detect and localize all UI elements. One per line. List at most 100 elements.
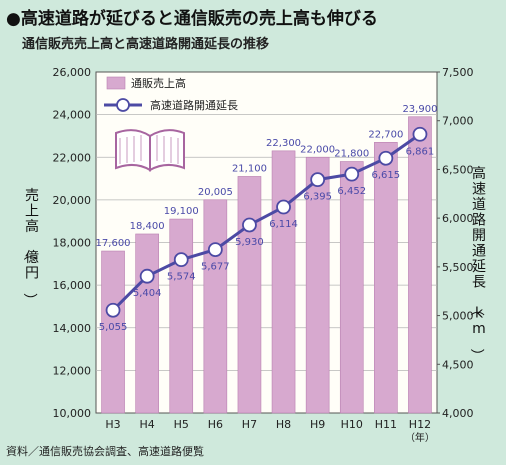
- y-left-tick-label: 24,000: [53, 109, 92, 122]
- y-right-tick-label: 6,000: [442, 212, 474, 225]
- line-value-label: 6,395: [303, 192, 332, 203]
- line-point-H4: [139, 268, 155, 284]
- open-book-icon: [115, 129, 185, 172]
- y-left-tick-label: 14,000: [53, 322, 92, 335]
- y-right-tick-label: 5,000: [442, 310, 474, 323]
- axis-label-char: 上: [25, 204, 39, 220]
- x-tick-label: H3: [105, 418, 120, 431]
- axis-label-char: 円: [25, 266, 39, 282]
- y-left-tick-label: 20,000: [53, 194, 92, 207]
- book-right-page: [149, 129, 185, 172]
- line-point-H8: [276, 199, 291, 215]
- axis-label-char: 通: [472, 244, 486, 260]
- bar-value-label: 17,600: [96, 238, 131, 249]
- book-left-page: [115, 129, 151, 172]
- line-series-path: [111, 133, 421, 312]
- line-point-H12: [412, 126, 428, 142]
- y-left-tick-label: 10,000: [53, 407, 92, 420]
- bar-H7: [237, 176, 262, 414]
- x-tick-label: H12: [409, 418, 431, 431]
- legend-bar-swatch: [106, 76, 126, 90]
- line-value-label: 5,055: [99, 322, 128, 333]
- line-point-H7: [242, 217, 257, 233]
- y-left-tick-label: 26,000: [53, 66, 92, 79]
- axis-label-char: 高: [25, 218, 39, 235]
- axis-label-char: 道: [472, 197, 486, 213]
- bar-H8: [271, 150, 296, 414]
- y-left-tick-label: 18,000: [53, 237, 92, 250]
- bar-H3: [101, 250, 125, 414]
- chart-title: ●高速道路が延びると通信販売の売上高も伸びる: [6, 9, 378, 29]
- line-point-H9: [310, 172, 326, 188]
- line-value-label: 6,452: [337, 186, 366, 197]
- bar-value-label: 21,800: [334, 149, 369, 160]
- y-right-axis-title: 高速道路開通延長 （k m ）: [468, 165, 486, 363]
- axis-label-char: ）: [21, 293, 37, 307]
- y-right-tick-label: 5,500: [442, 261, 474, 274]
- axis-label-char: 路: [472, 213, 486, 229]
- bar-value-label: 19,100: [164, 206, 199, 217]
- source-note: 資料／通信販売協会調査、高速道路便覧: [6, 445, 204, 458]
- line-value-label: 6,114: [269, 219, 298, 230]
- bar-H12: [408, 116, 432, 414]
- y-right-tick-label: 6,500: [442, 163, 474, 176]
- x-tick-label: H5: [174, 418, 189, 431]
- y-right-tick-label: 7,500: [442, 66, 474, 79]
- line-value-label: 5,930: [235, 237, 264, 248]
- axis-label-char: 高: [472, 165, 486, 182]
- x-tick-label: H11: [375, 418, 397, 431]
- bar-value-label: 18,400: [130, 221, 165, 232]
- axis-label-char: 開: [472, 228, 486, 244]
- legend-bar-label: 通販売上高: [131, 76, 186, 90]
- axis-label-char: m: [472, 321, 486, 337]
- x-tick-label: H4: [140, 418, 155, 431]
- bar-value-label: 22,300: [266, 138, 301, 149]
- x-tick-label: H7: [242, 418, 257, 431]
- line-point-H6: [207, 242, 223, 258]
- bar-H9: [305, 156, 330, 414]
- x-tick-label: H9: [310, 418, 325, 431]
- line-point-H3: [105, 302, 121, 318]
- bar-H5: [169, 218, 194, 414]
- x-unit-label: （年）: [405, 431, 435, 444]
- line-value-label: 6,861: [406, 146, 435, 157]
- y-right-tick-label: 7,000: [442, 115, 474, 128]
- chart-subtitle: 通信販売売上高と高速道路開通延長の推移: [22, 37, 270, 52]
- axis-label-char: （: [468, 302, 484, 316]
- bar-H11: [374, 142, 398, 414]
- line-point-H10: [344, 166, 360, 182]
- axis-label-char: 売: [25, 188, 39, 204]
- line-point-H11: [378, 150, 394, 166]
- line-value-label: 6,615: [372, 170, 401, 181]
- bar-H4: [135, 233, 159, 414]
- y-left-tick-label: 16,000: [53, 279, 92, 292]
- y-left-tick-label: 12,000: [53, 364, 92, 377]
- legend-line-marker: [116, 98, 130, 112]
- line-value-label: 5,677: [201, 262, 230, 273]
- bar-value-label: 21,100: [232, 163, 267, 174]
- x-tick-label: H10: [341, 418, 363, 431]
- axis-label-char: 延: [472, 259, 486, 275]
- y-left-tick-label: 22,000: [53, 151, 92, 164]
- bar-H10: [339, 161, 364, 414]
- bar-H6: [203, 199, 228, 414]
- bar-value-label: 23,900: [402, 104, 437, 115]
- axis-label-char: （: [21, 247, 37, 261]
- legend-line-label: 高速道路開通延長: [150, 98, 238, 112]
- line-point-H5: [173, 252, 189, 268]
- y-right-tick-label: 4,000: [442, 407, 474, 420]
- bar-value-label: 20,005: [198, 187, 233, 198]
- bar-value-label: 22,000: [300, 144, 335, 155]
- x-tick-label: H6: [208, 418, 223, 431]
- line-value-label: 5,574: [167, 272, 196, 283]
- line-value-label: 5,404: [133, 288, 162, 299]
- axis-label-char: 長: [472, 275, 486, 291]
- axis-label-char: ）: [468, 349, 484, 363]
- y-left-axis-title: 売上高 （億円 ）: [21, 188, 39, 307]
- bar-value-label: 22,700: [368, 129, 403, 140]
- axis-label-char: 億: [25, 250, 39, 266]
- axis-label-char: 速: [472, 182, 486, 198]
- axis-label-char: k: [475, 306, 484, 322]
- y-right-tick-label: 4,500: [442, 358, 474, 371]
